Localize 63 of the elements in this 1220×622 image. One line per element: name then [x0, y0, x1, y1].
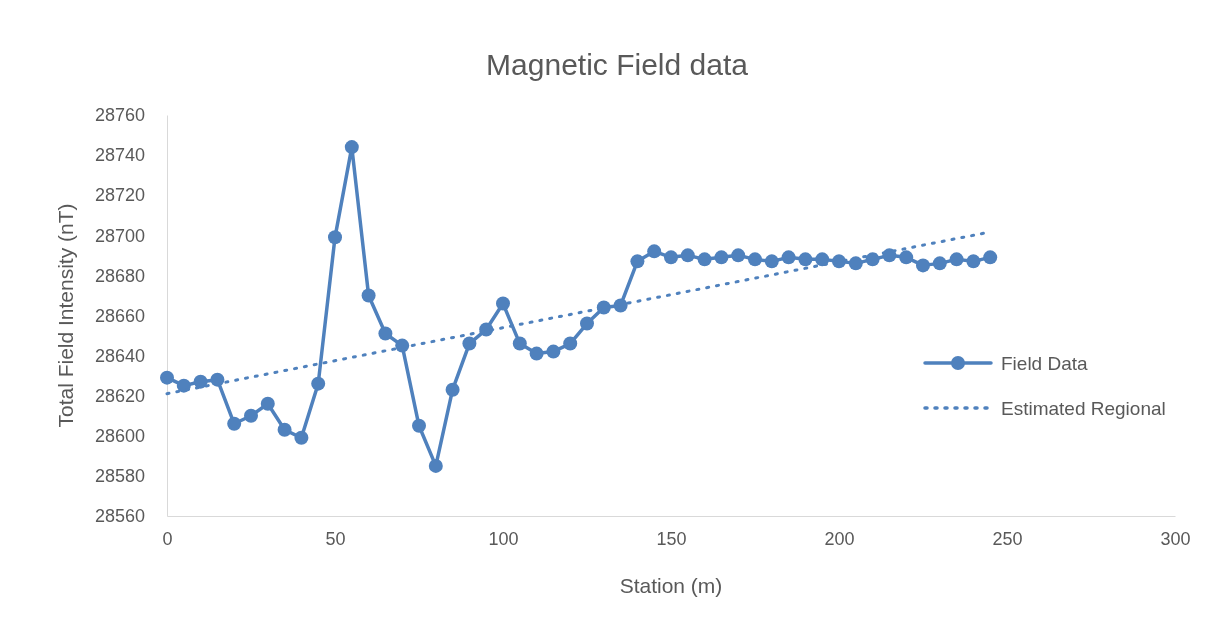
- point: [512, 336, 527, 351]
- point: [428, 458, 443, 473]
- point: [932, 256, 947, 271]
- y-tick-label: 28580: [94, 466, 145, 487]
- x-tick-label: 150: [656, 528, 687, 549]
- point: [764, 254, 779, 269]
- point: [580, 316, 594, 331]
- point: [227, 416, 242, 431]
- point: [244, 408, 258, 423]
- point: [378, 326, 393, 341]
- y-tick-label: 28680: [94, 265, 145, 286]
- x-axis-title: Station (m): [619, 574, 723, 597]
- point: [445, 382, 460, 397]
- y-axis-title: Total Field Intensity (nT): [54, 203, 77, 428]
- point: [462, 336, 477, 351]
- point: [664, 250, 678, 265]
- point: [680, 248, 695, 263]
- point: [529, 346, 544, 361]
- chart-title: Magnetic Field data: [486, 48, 749, 81]
- point: [546, 344, 561, 359]
- point: [798, 252, 813, 267]
- x-tick-label: 200: [824, 528, 855, 549]
- x-tick-label: 50: [325, 528, 346, 549]
- point: [160, 370, 174, 385]
- point: [630, 254, 645, 269]
- point: [697, 252, 712, 267]
- point: [260, 396, 275, 411]
- point: [983, 250, 998, 265]
- legend-label: Field Data: [1001, 353, 1089, 374]
- point: [647, 244, 662, 259]
- point: [815, 252, 830, 267]
- y-tick-label: 28560: [94, 506, 145, 527]
- y-tick-label: 28700: [94, 225, 145, 246]
- point: [344, 140, 359, 155]
- y-tick-label: 28760: [94, 105, 145, 126]
- point: [496, 296, 510, 311]
- point: [277, 422, 292, 437]
- legend-label: Estimated Regional: [1001, 398, 1166, 419]
- point: [714, 250, 729, 265]
- y-tick-label: 28720: [94, 185, 145, 206]
- x-tick-label: 300: [1160, 528, 1191, 549]
- point: [949, 252, 964, 267]
- point: [563, 336, 578, 351]
- y-tick-label: 28740: [94, 145, 145, 166]
- point: [412, 418, 426, 433]
- point: [361, 288, 376, 303]
- point: [748, 252, 762, 267]
- point: [311, 376, 326, 391]
- y-tick-label: 28640: [94, 345, 145, 366]
- y-tick-label: 28660: [94, 305, 145, 326]
- x-tick-label: 250: [992, 528, 1023, 549]
- point: [899, 250, 914, 265]
- y-tick-label: 28620: [94, 385, 145, 406]
- y-tick-label: 28600: [94, 426, 145, 447]
- point: [966, 254, 981, 269]
- point: [781, 250, 796, 265]
- x-tick-label: 100: [488, 528, 519, 549]
- point: [731, 248, 746, 263]
- point: [328, 230, 342, 245]
- x-tick-label: 0: [162, 528, 173, 549]
- point: [193, 374, 208, 389]
- point: [294, 430, 309, 445]
- point: [916, 258, 930, 273]
